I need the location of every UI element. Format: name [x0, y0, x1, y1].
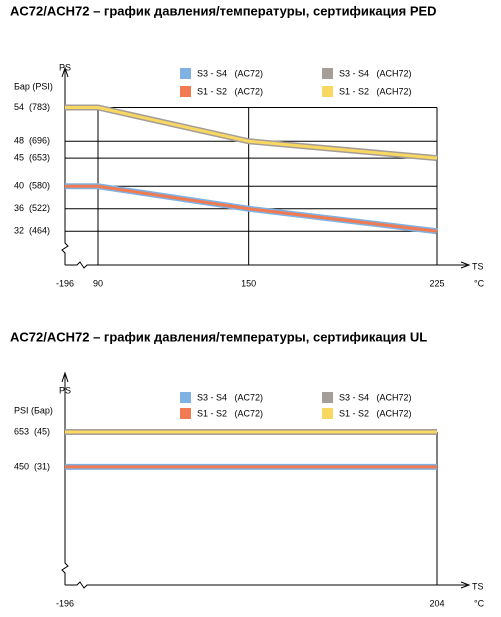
legend-label: S1 - S2 (AC72)	[197, 408, 263, 418]
legend-swatch	[322, 68, 333, 79]
legend-label: S3 - S4 (AC72)	[197, 68, 263, 78]
y-tick-label: 450 (31)	[14, 461, 50, 471]
y-tick-label: 54 (783)	[14, 102, 50, 112]
x-tick-label: -196	[56, 598, 74, 608]
y-tick-label: 653 (45)	[14, 426, 50, 436]
x-unit-label: °C	[474, 278, 485, 288]
y-tick-label: 32 (464)	[14, 226, 50, 236]
y-unit-label: PSI (Бар)	[14, 405, 53, 415]
legend-swatch	[322, 408, 333, 419]
x-unit-label: °C	[474, 598, 485, 608]
x-tick-label: 204	[429, 598, 444, 608]
chart-title: AC72/ACH72 – график давления/температуры…	[10, 329, 427, 344]
x-tick-label: 90	[93, 278, 103, 288]
series-line	[65, 104, 438, 162]
legend-swatch	[180, 68, 191, 79]
legend-label: S3 - S4 (ACH72)	[339, 392, 412, 402]
y-tick-label: 36 (522)	[14, 203, 50, 213]
x-tick-label: 150	[241, 278, 256, 288]
y-axis	[61, 70, 69, 265]
legend-swatch	[180, 408, 191, 419]
x-axis-title: TS	[472, 581, 484, 591]
x-arrow	[460, 581, 471, 589]
x-axis-title: TS	[472, 261, 484, 271]
y-tick-label: 40 (580)	[14, 181, 50, 191]
x-axis	[65, 581, 467, 589]
legend-swatch	[322, 86, 333, 97]
x-tick-label: -196	[56, 278, 74, 288]
y-unit-label: Бар (PSI)	[14, 81, 53, 91]
y-arrow	[61, 66, 69, 78]
legend-label: S3 - S4 (ACH72)	[339, 68, 412, 78]
x-axis	[65, 261, 467, 269]
legend-swatch	[180, 86, 191, 97]
y-axis	[61, 375, 69, 585]
series-line	[65, 184, 438, 233]
legend-label: S1 - S2 (ACH72)	[339, 86, 412, 96]
series-line	[65, 106, 438, 160]
x-arrow	[460, 261, 471, 269]
y-arrow	[61, 371, 69, 383]
x-tick-label: 225	[429, 278, 444, 288]
y-tick-label: 48 (696)	[14, 136, 50, 146]
chart-title: AC72/ACH72 – график давления/температуры…	[10, 3, 437, 18]
legend-swatch	[322, 392, 333, 403]
legend-label: S3 - S4 (AC72)	[197, 392, 263, 402]
y-tick-label: 45 (653)	[14, 153, 50, 163]
legend-label: S1 - S2 (ACH72)	[339, 408, 412, 418]
legend-swatch	[180, 392, 191, 403]
legend-label: S1 - S2 (AC72)	[197, 86, 263, 96]
